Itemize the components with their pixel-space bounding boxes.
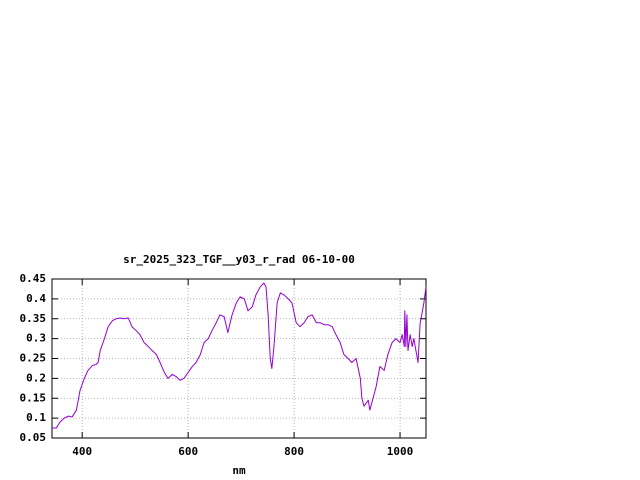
plot-frame [51, 278, 427, 439]
y-tick-label: 0.3 [26, 332, 46, 345]
chart-title: sr_2025_323_TGF__y03_r_rad 06-10-00 [123, 253, 355, 266]
y-tick-label: 0.1 [26, 411, 46, 424]
x-tick-label: 600 [178, 445, 198, 458]
x-tick-label: 800 [284, 445, 304, 458]
y-tick-label: 0.45 [20, 272, 47, 285]
x-tick-label: 400 [72, 445, 92, 458]
y-tick-label: 0.35 [20, 312, 47, 325]
y-tick-label: 0.05 [20, 431, 47, 444]
y-tick-label: 0.25 [20, 352, 47, 365]
x-axis-label: nm [232, 464, 246, 477]
y-tick-label: 0.15 [20, 391, 47, 404]
data-line [52, 282, 427, 429]
y-tick-label: 0.4 [26, 292, 46, 305]
x-tick-label: 1000 [387, 445, 414, 458]
y-tick-label: 0.2 [26, 371, 46, 384]
